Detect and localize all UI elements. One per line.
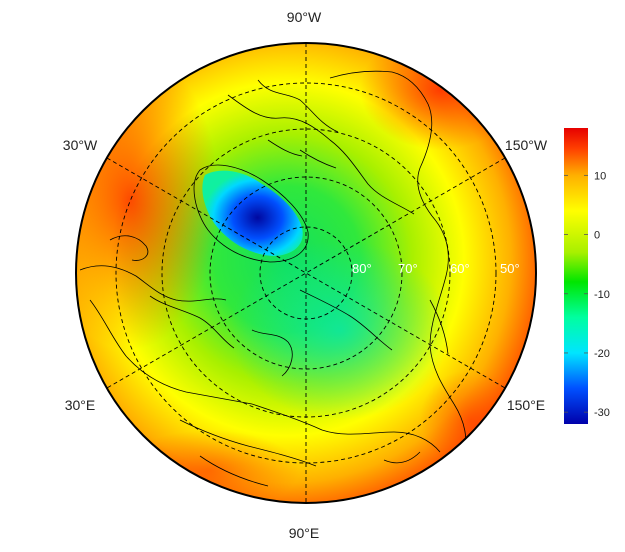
- colorbar-tick-label: 0: [594, 230, 600, 242]
- colorbar-ticks: 10 0 -10 -20 -30: [564, 170, 610, 419]
- lat-label-60: 60°: [450, 261, 470, 276]
- graticule: [106, 43, 506, 503]
- lat-label-80: 80°: [352, 261, 372, 276]
- greenland-ice: [202, 170, 303, 256]
- colorbar-gradient: [564, 128, 588, 424]
- colorbar: 10 0 -10 -20 -30: [564, 128, 610, 424]
- lon-label-30w: 30°W: [63, 137, 98, 153]
- colorbar-tick-label: -30: [594, 407, 610, 419]
- lon-label-150e: 150°E: [507, 397, 545, 413]
- lon-label-150w: 150°W: [505, 137, 548, 153]
- lat-circle-50: [115, 82, 497, 464]
- lat-label-50: 50°: [500, 261, 520, 276]
- lon-label-90e: 90°E: [289, 525, 320, 541]
- lat-label-70: 70°: [398, 261, 418, 276]
- map-border: [75, 42, 537, 504]
- colorbar-tick-label: 10: [594, 170, 606, 182]
- colorbar-tick-label: -20: [594, 348, 610, 360]
- lon-label-30e: 30°E: [65, 397, 96, 413]
- lon-label-90w: 90°W: [287, 9, 322, 25]
- colorbar-tick-label: -10: [594, 289, 610, 301]
